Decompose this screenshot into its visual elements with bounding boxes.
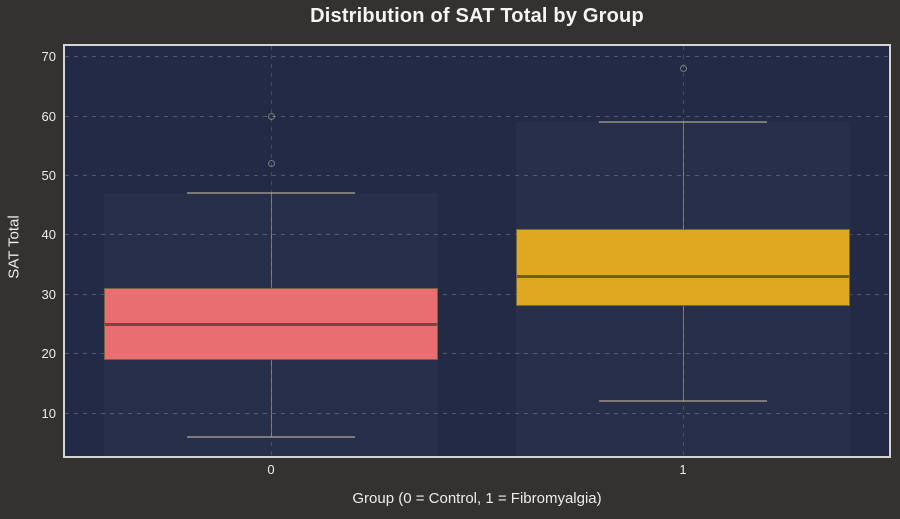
- y-axis-label: SAT Total: [5, 215, 23, 279]
- y-gridline: [65, 353, 889, 355]
- whisker-cap-high: [598, 121, 768, 124]
- y-tick-label: 70: [41, 49, 56, 65]
- y-tick-label: 30: [41, 286, 56, 302]
- y-gridline: [65, 293, 889, 295]
- median-line: [105, 322, 437, 326]
- y-tick-label: 20: [41, 346, 56, 362]
- chart-title: Distribution of SAT Total by Group: [310, 5, 644, 27]
- whisker-cap-high: [186, 192, 356, 195]
- median-line: [517, 275, 849, 279]
- iqr-box: [516, 229, 850, 307]
- whisker-cap-low: [598, 400, 768, 403]
- y-gridline: [65, 412, 889, 414]
- whisker-cap-low: [186, 435, 356, 438]
- y-tick-label: 10: [41, 405, 56, 421]
- y-gridline: [65, 234, 889, 236]
- plot-area: [63, 44, 891, 458]
- y-tick-label: 40: [41, 227, 56, 243]
- y-gridline: [65, 56, 889, 58]
- outlier-point: [267, 160, 275, 168]
- x-tick-label: 1: [679, 462, 687, 477]
- x-tick-label: 0: [267, 462, 275, 477]
- x-axis-label: Group (0 = Control, 1 = Fibromyalgia): [352, 490, 602, 507]
- outlier-point: [679, 65, 687, 73]
- y-tick-label: 50: [41, 168, 56, 184]
- y-gridline: [65, 115, 889, 117]
- y-tick-label: 60: [41, 108, 56, 124]
- outlier-point: [267, 112, 275, 120]
- y-gridline: [65, 175, 889, 177]
